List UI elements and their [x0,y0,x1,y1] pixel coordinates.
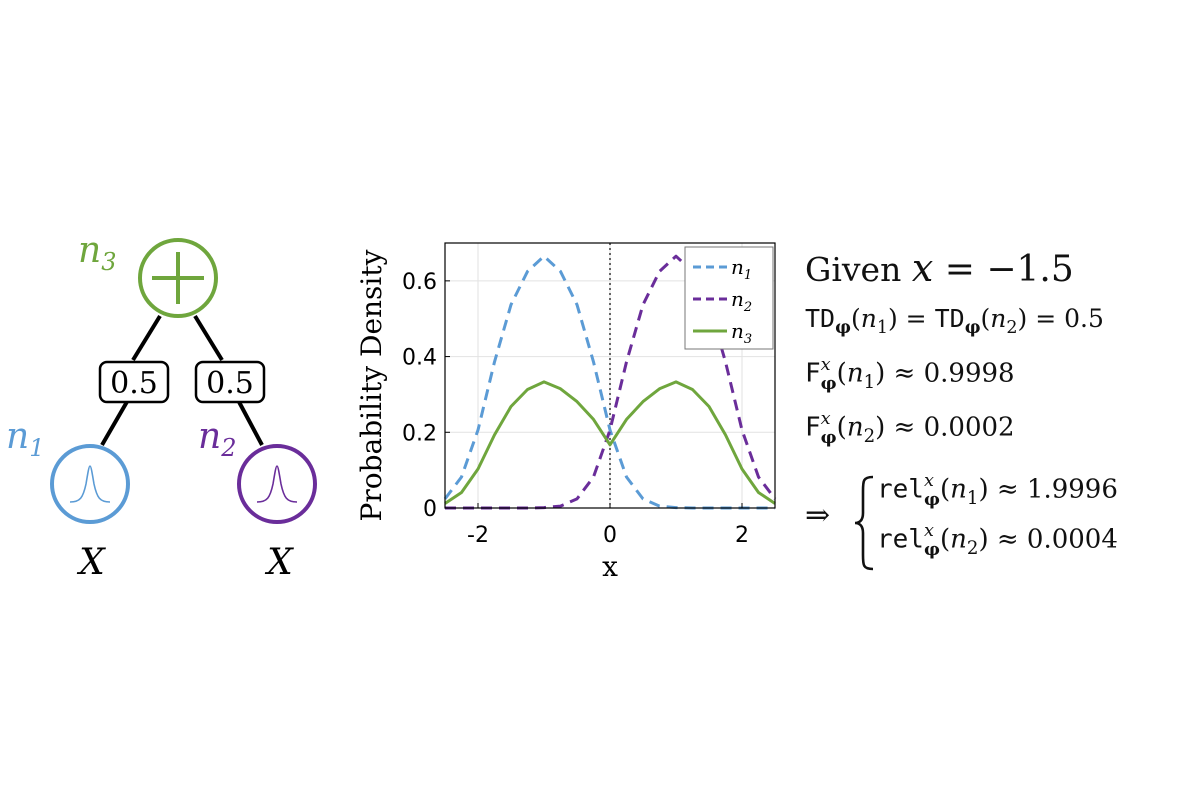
td-symbol: TD [934,304,965,333]
y-axis-label: Probability Density [355,249,388,521]
legend-label-n3: n3 [731,319,752,347]
rel-symbol: rel [877,524,924,555]
f-n2-value: ) ≈ 0.0002 [875,412,1015,443]
f-n1-value: ) ≈ 0.9998 [875,358,1015,389]
edge-weight-n2 [236,399,264,446]
weight-box-left [98,360,170,404]
tick-layer: -2 0 2 0 0.2 0.4 0.6 [402,270,749,548]
n2-subscript: 2 [966,537,979,559]
given-value: = −1.5 [933,249,1074,290]
gaussian-curve-icon [256,465,298,503]
legend-label-n2: n2 [731,287,752,315]
implies-symbol: ⇒ [805,498,831,533]
density-chart-svg: -2 0 200.20.40.6 x Probability Density n1n… [355,242,777,583]
phi-subscript: φ [923,488,940,510]
edge-n3-left-weight [131,314,162,362]
phi-subscript: φ [835,318,851,339]
given-word: Given [805,250,902,289]
x-superscript: x [923,521,934,541]
plus-icon [152,252,204,304]
x-superscript: x [923,471,934,491]
density-chart: -2 0 2 0 0.2 0.4 0.6 x Probability Density n1 n… [345,225,795,590]
x-axis-label: x [602,550,618,583]
y-tick-label: 0 [423,497,437,522]
x-tick-label: 0 [603,523,617,548]
td-value: ) = 0.5 [1017,304,1104,333]
legend-label-n1: n1 [731,255,752,283]
series-line-n1 [443,254,775,510]
x-tick-label: 2 [735,523,749,548]
n-symbol: n [860,304,877,333]
x-tick-label: -2 [467,523,489,548]
rel-n2-value: ) ≈ 0.0004 [978,524,1118,555]
phi-subscript: φ [964,318,981,339]
leaf-node-n2 [237,444,317,524]
f-symbol: F [805,358,821,389]
n-symbol: n [950,524,967,555]
f-symbol: F [805,412,821,443]
edge-n3-right-weight [193,314,224,362]
legend: n1 n2 n3 [684,246,774,350]
n-symbol: n [950,474,967,505]
td-symbol: TD [805,304,836,333]
weight-right-value: 0.5 [206,366,254,401]
n1-subscript: 1 [863,371,876,393]
equations-panel: Given x = −1.5 TDφ(n1) = TDφ(n2) = 0.5 F… [805,240,1200,580]
x-superscript: x [820,409,831,429]
n-symbol: n [846,358,864,389]
n1-subscript: 1 [966,487,979,509]
spn-tree-diagram: n3 0.5 0.5 n1 X n2 X [0,220,340,600]
leaf-node-n1 [50,444,130,524]
n3-label: n3 [78,230,116,276]
y-tick-label: 0.6 [402,270,437,295]
series-line-n3 [444,380,776,505]
spn-tree-svg: n3 0.5 0.5 n1 X n2 X [6,230,317,583]
td-equation: TDφ(n1) = TDφ(n2) = 0.5 [805,304,1104,339]
rel-symbol: rel [877,474,924,505]
n-symbol: n [846,412,864,443]
sum-node-n3 [138,238,218,318]
leaf-left-variable: X [76,542,106,583]
weight-box-right [194,360,266,404]
gaussian-curve-icon [69,465,111,503]
n2-subscript: 2 [1006,318,1018,339]
n2-label: n2 [198,416,236,462]
x-superscript: x [820,355,831,375]
left-brace-icon [854,475,874,571]
phi-subscript: φ [923,538,940,560]
given-variable: x [911,246,934,290]
rel-n1-equation: rel x φ (n1) ≈ 1.9996 [877,471,1118,510]
phi-subscript: φ [820,372,837,394]
rel-n2-equation: rel x φ (n2) ≈ 0.0004 [877,521,1118,560]
phi-subscript: φ [820,426,837,448]
rel-n1-value: ) ≈ 1.9996 [978,474,1118,505]
leaf-right-variable: X [264,542,294,583]
n2-subscript: 2 [863,425,876,447]
y-tick-label: 0.4 [402,346,437,371]
y-tick-label: 0.2 [402,421,437,446]
n1-subscript: 1 [876,318,888,339]
given-line: Given x = −1.5 [805,246,1074,290]
n1-label: n1 [6,416,44,462]
weight-left-value: 0.5 [110,366,158,401]
n-symbol: n [990,304,1007,333]
edge-weight-n1 [100,398,130,447]
